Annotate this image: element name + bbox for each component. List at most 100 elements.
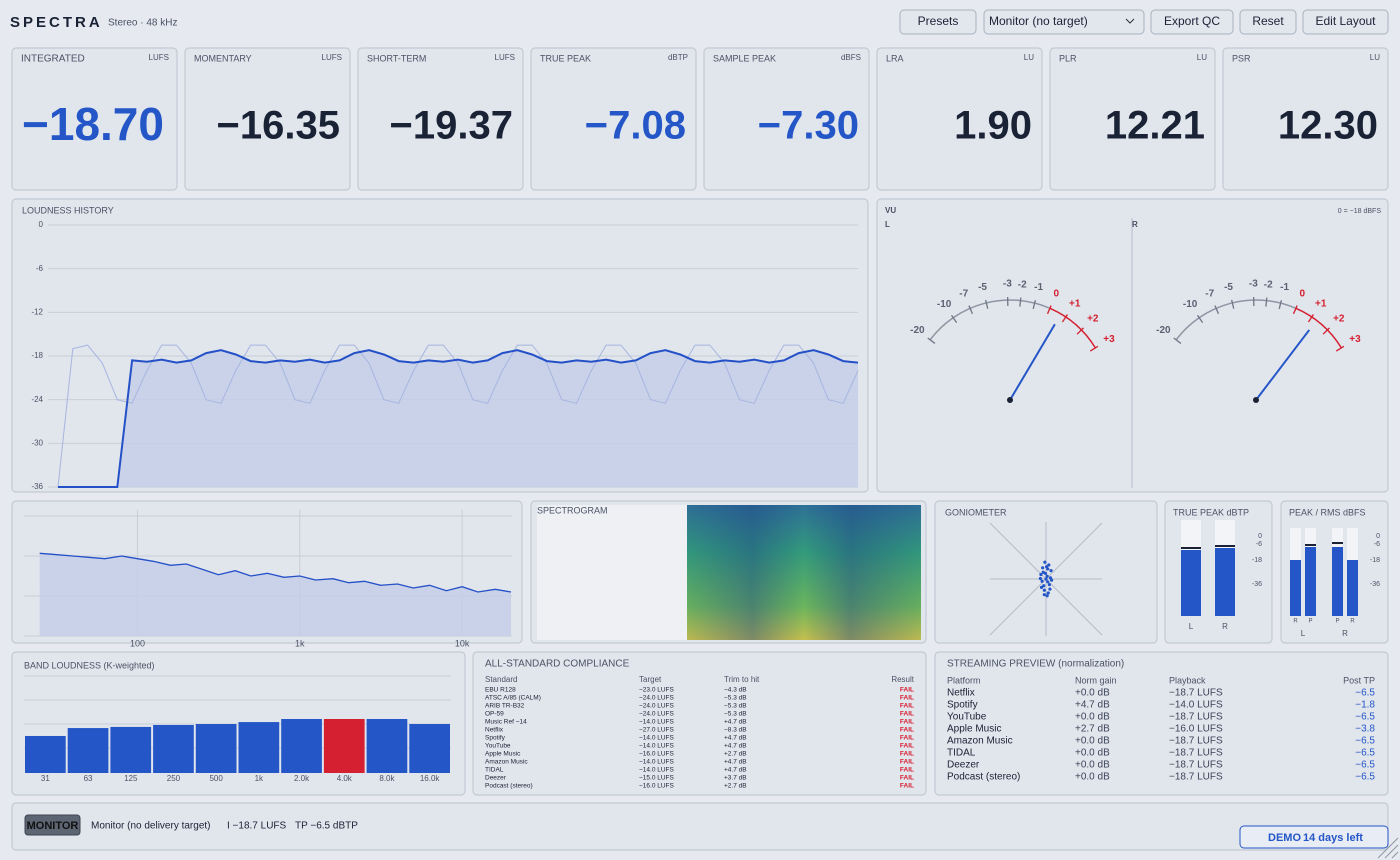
bar-sublabel: R	[1350, 619, 1355, 625]
table-cell: −18.7 LUFS	[1169, 736, 1223, 747]
vu-scale-label: +2	[1333, 313, 1345, 324]
table-cell: −4.3 dB	[724, 687, 747, 694]
meter-label: PLR	[1059, 53, 1077, 63]
table-cell: FAIL	[900, 711, 914, 718]
dropdown-chevron	[1125, 18, 1135, 24]
table-cell: −14.0 LUFS	[639, 719, 675, 726]
vu-tick	[1230, 299, 1235, 309]
column-header: Post TP	[1343, 675, 1375, 685]
meter-bar	[1215, 548, 1235, 616]
table-cell: −1.8	[1355, 700, 1375, 711]
goniometer-point	[1041, 566, 1045, 570]
table-cell: Spotify	[485, 735, 506, 742]
vu-scale-label: -5	[978, 282, 987, 293]
table-cell: −18.7 LUFS	[1169, 748, 1223, 759]
column-header: Standard	[485, 675, 517, 684]
meter-card	[1222, 47, 1389, 191]
table-cell: FAIL	[900, 759, 914, 766]
x-tick-label: 125	[124, 774, 138, 783]
vu-tick	[1173, 337, 1182, 344]
demo-note: 14 days left	[1303, 832, 1363, 844]
vu-scale-label: -10	[1183, 299, 1198, 310]
vu-scale-label: -20	[1156, 325, 1171, 336]
spectrogram-bands	[687, 505, 921, 640]
compliance-title: ALL-STANDARD COMPLIANCE	[485, 659, 630, 670]
meter-label: SAMPLE PEAK	[713, 53, 776, 63]
tick-label: 0	[1376, 533, 1380, 540]
meter-unit: LU	[1197, 53, 1207, 62]
vu-tick	[927, 337, 936, 344]
column-header: Trim to hit	[724, 675, 760, 684]
table-cell: YouTube	[485, 743, 511, 750]
vu-scale-label: -3	[1003, 279, 1012, 290]
resize-grip	[1377, 837, 1399, 859]
vu-scale-label: +3	[1349, 334, 1361, 345]
goniometer-point	[1049, 569, 1053, 573]
vu-arc	[1049, 307, 1097, 349]
column-header: Playback	[1169, 675, 1206, 685]
peak-hold	[1332, 542, 1343, 544]
table-cell: Netflix	[947, 688, 975, 699]
vu-tick	[968, 305, 974, 315]
table-cell: FAIL	[900, 751, 914, 758]
vu-needle	[1009, 323, 1056, 401]
button[interactable]	[1150, 9, 1234, 35]
vu-reference: 0 = −18 dBFS	[1338, 208, 1382, 215]
meter-card	[184, 47, 351, 191]
vu-tick	[1322, 327, 1330, 335]
channel-label: L	[1301, 629, 1306, 638]
demo-badge[interactable]	[1239, 825, 1389, 849]
table-cell: −14.0 LUFS	[639, 759, 675, 766]
vu-needle	[1255, 329, 1311, 401]
table-cell: −14.0 LUFS	[639, 743, 675, 750]
vu-scale-label: 0	[1300, 288, 1306, 299]
button[interactable]	[899, 9, 977, 35]
meter-card	[703, 47, 870, 191]
meter-unit: LUFS	[322, 53, 342, 62]
button[interactable]	[1302, 9, 1389, 35]
x-tick-label: 10k	[455, 638, 470, 648]
goniometer-point	[1043, 560, 1047, 564]
meter-card	[357, 47, 524, 191]
table-cell: −23.0 LUFS	[639, 687, 675, 694]
table-cell: −5.3 dB	[724, 695, 747, 702]
table-cell: Amazon Music	[485, 759, 528, 766]
goniometer-point	[1048, 587, 1052, 591]
table-cell: +0.0 dB	[1075, 712, 1110, 723]
history-line	[57, 344, 859, 488]
spectrum-area	[39, 553, 511, 636]
goniometer-point	[1039, 572, 1043, 577]
vu-tick	[1196, 314, 1204, 324]
vu-arc	[1295, 307, 1343, 349]
table-cell: FAIL	[900, 703, 914, 710]
button[interactable]	[1239, 9, 1297, 35]
vu-tick	[1032, 300, 1037, 310]
vu-tick	[1061, 314, 1068, 323]
meter-value: −19.37	[390, 104, 513, 148]
column-header: Target	[639, 675, 662, 684]
vu-tick	[1307, 314, 1314, 323]
tick-label: -36	[1252, 581, 1262, 588]
goniometer-point	[1039, 585, 1044, 590]
tick-label: -6	[1374, 541, 1380, 548]
bar	[153, 724, 194, 773]
meter-value: −7.30	[758, 104, 859, 148]
x-tick-label: 8.0k	[379, 774, 395, 783]
vu-tick	[1089, 345, 1099, 352]
spectrogram-empty	[537, 505, 687, 640]
vu-scale-label: -1	[1280, 282, 1289, 293]
table-cell: Podcast (stereo)	[947, 772, 1020, 783]
tick-label: -6	[1256, 541, 1262, 548]
streaming-panel	[934, 651, 1389, 796]
meter-label: TRUE PEAK	[540, 53, 591, 63]
button[interactable]	[983, 9, 1145, 35]
bar	[195, 724, 237, 773]
table-cell: Apple Music	[485, 751, 521, 758]
vu-scale-label: -2	[1264, 279, 1273, 290]
vu-scale-label: -7	[959, 288, 968, 299]
tick-label: -18	[1252, 557, 1262, 564]
table-cell: −14.0 LUFS	[1169, 700, 1223, 711]
goniometer-point	[1045, 594, 1049, 598]
table-cell: −8.3 dB	[724, 727, 747, 734]
meter-label: SHORT-TERM	[367, 53, 426, 63]
